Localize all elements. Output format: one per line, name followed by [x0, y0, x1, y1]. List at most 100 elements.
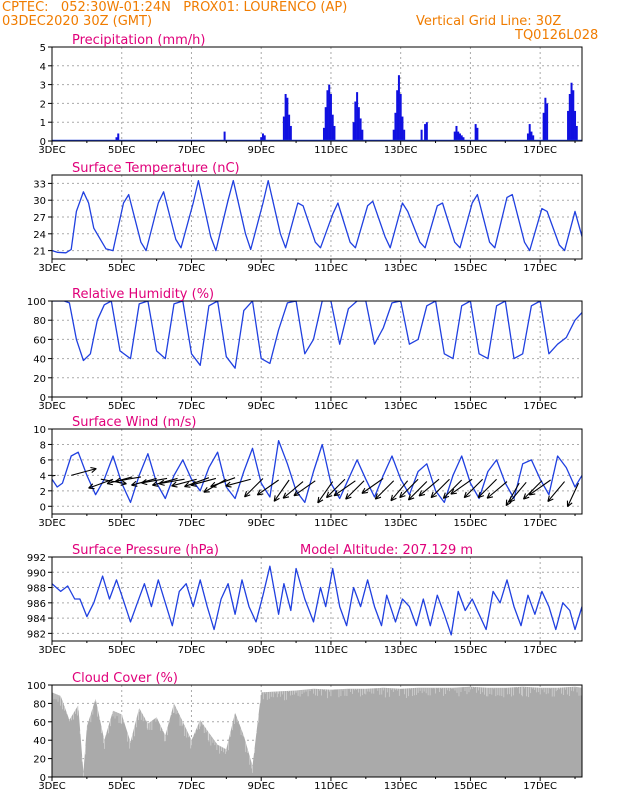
wind-arrow-shaft: [184, 477, 210, 488]
wind-arrow-head: [528, 489, 533, 496]
wind-arrow-head: [120, 483, 127, 486]
precip-bar: [284, 94, 287, 141]
panel-rh: 0 20 40 60 80 100 3DEC 5DEC 7DEC 9DEC 11DEC 13DEC 15…: [27, 287, 583, 412]
wind-arrow-shaft: [273, 479, 290, 502]
wind-arrow-head: [418, 490, 423, 497]
wind-arrow: [317, 481, 334, 504]
wind-arrow-head: [210, 486, 217, 488]
precip-bar: [457, 131, 460, 141]
precip-bar: [356, 92, 359, 141]
wind-arrow-head: [106, 483, 114, 486]
pres-series-line: [52, 565, 582, 636]
wind-arrow-head: [478, 495, 485, 499]
wind-arrow-shaft: [158, 478, 185, 485]
wind-arrow-head: [477, 491, 481, 498]
wind-arrow-head: [345, 496, 352, 500]
precip-bar: [530, 131, 533, 141]
x-tick-label: 7DEC: [178, 781, 205, 792]
x-tick-label: 15DEC: [454, 645, 488, 656]
panel-frame: [51, 556, 583, 642]
wind-series-line: [52, 439, 582, 504]
wind-arrow-head: [509, 499, 516, 503]
wind-arrow-shaft: [141, 477, 168, 484]
wind-arrow: [244, 478, 264, 498]
wind-arrow: [442, 479, 463, 499]
wind-arrow-head: [567, 502, 573, 508]
wind-arrow-head: [326, 495, 333, 499]
x-tick-label: 7DEC: [178, 645, 205, 656]
precip-bar: [331, 114, 334, 141]
precip-bar: [462, 137, 465, 141]
wind-arrow-head: [282, 492, 287, 499]
y-tick-label: 984: [27, 614, 46, 625]
wind-arrow: [399, 478, 419, 499]
wind-arrow-head: [374, 493, 378, 500]
wind-arrow: [293, 480, 316, 497]
wind-arrow-head: [390, 494, 393, 501]
wind-arrow: [325, 478, 346, 499]
wind-arrow-shaft: [317, 481, 334, 504]
precip-bar: [403, 129, 406, 141]
wind-arrow: [256, 479, 279, 496]
x-tick-label: 5DEC: [108, 145, 135, 156]
x-tick-label: 7DEC: [178, 518, 205, 529]
y-tick-label: 24: [33, 230, 46, 241]
wind-arrow-head: [399, 491, 403, 498]
wind-arrow: [282, 481, 304, 499]
y-tick-label: 6: [40, 456, 46, 467]
panel-frame: [51, 428, 583, 515]
wind-arrow-head: [486, 496, 494, 499]
panel-pres: 982 984 986 988 990 992 3DEC 5DEC 7DEC 9DEC 11DEC 1…: [27, 543, 583, 656]
wind-arrow-head: [547, 498, 554, 502]
wind-arrow-shaft: [361, 478, 384, 494]
wind-arrow-shaft: [244, 478, 264, 498]
wind-arrow-head: [152, 484, 159, 487]
y-tick-label: 982: [27, 629, 46, 640]
wind-arrow-shaft: [547, 481, 565, 502]
x-tick-label: 11DEC: [314, 145, 348, 156]
panel-precip: 0 1 2 3 4 5 3DEC 5DEC 7DEC 9DEC 11DEC 13DEC 15DEC 17D…: [38, 33, 583, 156]
precip-bar: [424, 124, 427, 141]
wind-arrow-head: [361, 487, 366, 494]
precip-bar: [575, 125, 578, 141]
wind-arrow-head: [464, 495, 471, 499]
wind-arrow-head: [317, 499, 324, 504]
wind-arrow-shaft: [190, 477, 217, 486]
wind-arrow-shaft: [430, 478, 450, 499]
precip-bar: [282, 116, 285, 141]
y-tick-label: 1: [40, 118, 46, 129]
wind-arrow-shaft: [450, 478, 473, 495]
wind-arrow-shaft: [345, 480, 365, 500]
precip-bar: [401, 116, 404, 141]
wind-arrow-shaft: [282, 481, 304, 499]
wind-arrow-head: [121, 479, 127, 485]
y-tick-label: 30: [33, 196, 46, 207]
y-tick-label: 988: [27, 584, 46, 595]
panel-temp: 21 24 27 30 33 3DEC 5DEC 7DEC 9DEC 11DEC 13DEC 15DE…: [33, 161, 583, 274]
precip-bar: [397, 75, 400, 141]
x-tick-label: 15DEC: [454, 518, 488, 529]
y-tick-label: 40: [33, 355, 46, 366]
wind-arrow: [477, 478, 497, 499]
wind-arrow-head: [529, 493, 536, 496]
precip-bar: [263, 135, 266, 141]
x-tick-label: 3DEC: [38, 781, 65, 792]
wind-arrow: [225, 478, 251, 488]
wind-arrow: [566, 482, 580, 508]
precip-bar: [357, 107, 360, 141]
precip-bar: [260, 137, 263, 141]
wind-arrow: [505, 482, 520, 507]
x-tick-label: 17DEC: [523, 645, 557, 656]
precip-bar: [352, 122, 355, 141]
wind-arrow-shaft: [293, 480, 316, 497]
x-tick-label: 17DEC: [523, 401, 557, 412]
wind-arrow-head: [152, 480, 158, 486]
wind-arrow-head: [30, 480, 36, 482]
y-tick-label: 0: [40, 137, 46, 148]
precip-bar: [528, 124, 531, 141]
wind-arrow-shaft: [418, 478, 440, 497]
wind-arrow: [450, 478, 473, 495]
wind-arrow-shaft: [390, 480, 409, 502]
x-tick-label: 17DEC: [523, 518, 557, 529]
panel-title: Relative Humidity (%): [72, 287, 214, 302]
